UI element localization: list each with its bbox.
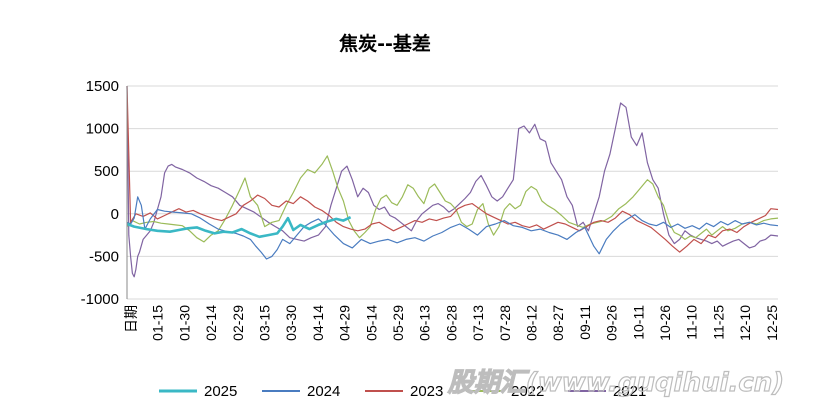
x-tick-label: 05-14 — [363, 305, 379, 341]
legend-label-2022: 2022 — [511, 383, 544, 400]
series-line-2025 — [126, 216, 352, 239]
y-tick-label: 500 — [94, 163, 119, 180]
x-tick-label: 11-10 — [684, 305, 700, 340]
y-tick-label: -1000 — [81, 291, 119, 308]
series-line-2021 — [126, 85, 779, 278]
x-tick-label: 04-29 — [337, 305, 353, 341]
legend-label-2021: 2021 — [613, 383, 646, 400]
x-tick-label: 04-14 — [310, 305, 326, 341]
x-tick-label: 06-28 — [443, 305, 459, 341]
x-axis-tick-labels: 日期 01-15 01-30 02-14 02-29 03-15 03-30 04-14 04-… — [123, 305, 780, 341]
x-tick-label: 07-28 — [497, 305, 513, 341]
watermark-text: 股期汇(www.guqihui.cn) — [447, 368, 784, 398]
legend-label-2023: 2023 — [410, 383, 443, 400]
legend: 2025 2024 2023 2022 2021 — [159, 383, 646, 400]
y-tick-label: 1000 — [86, 121, 119, 138]
x-tick-label: 11-25 — [710, 305, 726, 340]
x-tick-label: 08-27 — [550, 305, 566, 341]
legend-label-2024: 2024 — [307, 383, 340, 400]
x-tick-label: 05-29 — [390, 305, 406, 341]
series-line-2022 — [126, 155, 779, 243]
x-axis-title: 日期 — [123, 305, 139, 333]
x-tick-label: 09-26 — [604, 305, 620, 341]
x-tick-label: 08-12 — [524, 305, 540, 341]
y-tick-label: 0 — [111, 206, 119, 223]
y-tick-label: 1500 — [86, 78, 119, 95]
x-tick-label: 10-11 — [630, 305, 646, 340]
series-line-2023 — [126, 85, 779, 253]
x-tick-label: 01-30 — [176, 305, 192, 341]
x-tick-label: 09-11 — [577, 305, 593, 340]
legend-label-2025: 2025 — [204, 383, 237, 400]
x-tick-label: 07-13 — [470, 305, 486, 341]
x-tick-label: 02-14 — [203, 305, 219, 341]
series-lines — [126, 85, 779, 278]
x-tick-label: 10-26 — [657, 305, 673, 341]
x-tick-label: 12-25 — [764, 305, 780, 341]
x-tick-label: 06-13 — [417, 305, 433, 341]
x-tick-label: 03-15 — [257, 305, 273, 341]
y-axis-tick-labels: 1500 1000 500 0 -500 -1000 — [81, 78, 119, 308]
y-tick-label: -500 — [89, 248, 119, 265]
x-tick-label: 12-10 — [737, 305, 753, 341]
series-line-2024 — [126, 196, 779, 260]
x-tick-label: 02-29 — [230, 305, 246, 341]
chart-title: 焦炭--基差 — [338, 32, 431, 55]
x-tick-label: 03-30 — [283, 305, 299, 341]
x-tick-label: 01-15 — [150, 305, 166, 341]
